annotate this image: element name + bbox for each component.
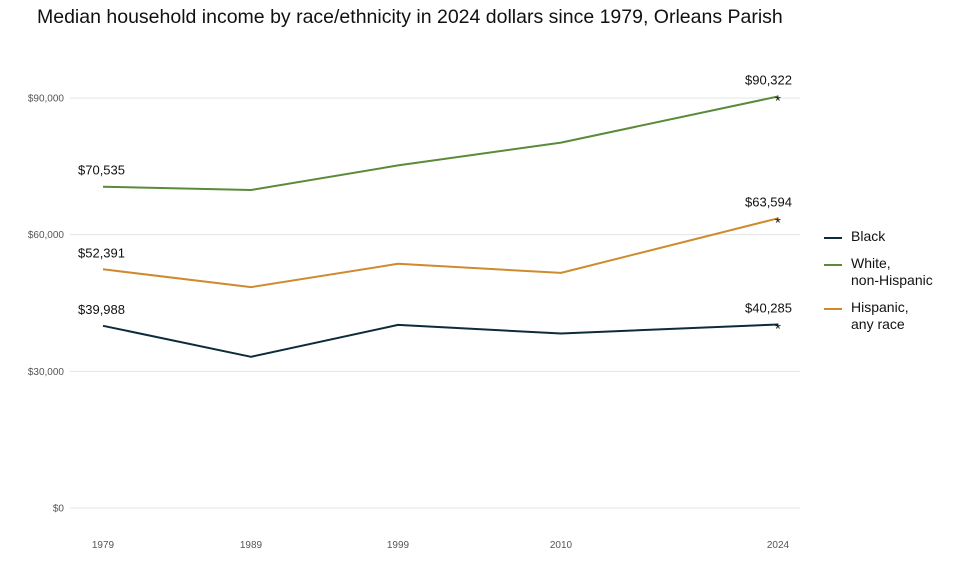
x-tick-label: 1989 bbox=[240, 540, 263, 551]
series-line bbox=[102, 95, 779, 191]
end-marker: * bbox=[775, 320, 781, 337]
x-tick-label: 2010 bbox=[550, 540, 573, 551]
x-tick-label: 2024 bbox=[767, 540, 790, 551]
y-tick-label: $60,000 bbox=[28, 230, 65, 241]
axis-ticks: $0 $30,000 $60,000 $90,000 1979 1989 1999 2010 2… bbox=[28, 94, 790, 552]
series-lines bbox=[102, 95, 779, 358]
series-line bbox=[102, 217, 779, 289]
gridlines bbox=[70, 97, 800, 509]
legend-swatch bbox=[824, 237, 842, 239]
end-marker: * bbox=[775, 214, 781, 231]
series-line bbox=[102, 323, 779, 358]
end-value-label: $63,594 bbox=[745, 194, 792, 209]
legend-item: Black bbox=[824, 228, 960, 245]
chart-title: Median household income by race/ethnicit… bbox=[37, 6, 783, 28]
x-tick-label: 1979 bbox=[92, 540, 115, 551]
start-value-label: $70,535 bbox=[78, 163, 125, 178]
legend-label: Black bbox=[851, 228, 886, 244]
legend-swatch bbox=[824, 308, 842, 310]
start-value-label: $39,988 bbox=[78, 302, 125, 317]
data-labels: $70,535 $90,322 * $52,391 $63,594 * $39,988 $40… bbox=[78, 73, 792, 338]
legend: Black White, non-Hispanic Hispanic, any race bbox=[824, 228, 960, 343]
legend-item: White, non-Hispanic bbox=[824, 255, 960, 289]
end-value-label: $40,285 bbox=[745, 300, 792, 315]
end-marker: * bbox=[775, 93, 781, 110]
y-tick-label: $30,000 bbox=[28, 367, 65, 378]
legend-label: White, non-Hispanic bbox=[851, 255, 933, 288]
y-tick-label: $0 bbox=[53, 504, 65, 515]
legend-item: Hispanic, any race bbox=[824, 299, 960, 333]
legend-label: Hispanic, any race bbox=[851, 299, 909, 332]
end-value-label: $90,322 bbox=[745, 73, 792, 88]
legend-swatch bbox=[824, 264, 842, 266]
y-tick-label: $90,000 bbox=[28, 94, 65, 105]
x-tick-label: 1999 bbox=[387, 540, 410, 551]
start-value-label: $52,391 bbox=[78, 245, 125, 260]
